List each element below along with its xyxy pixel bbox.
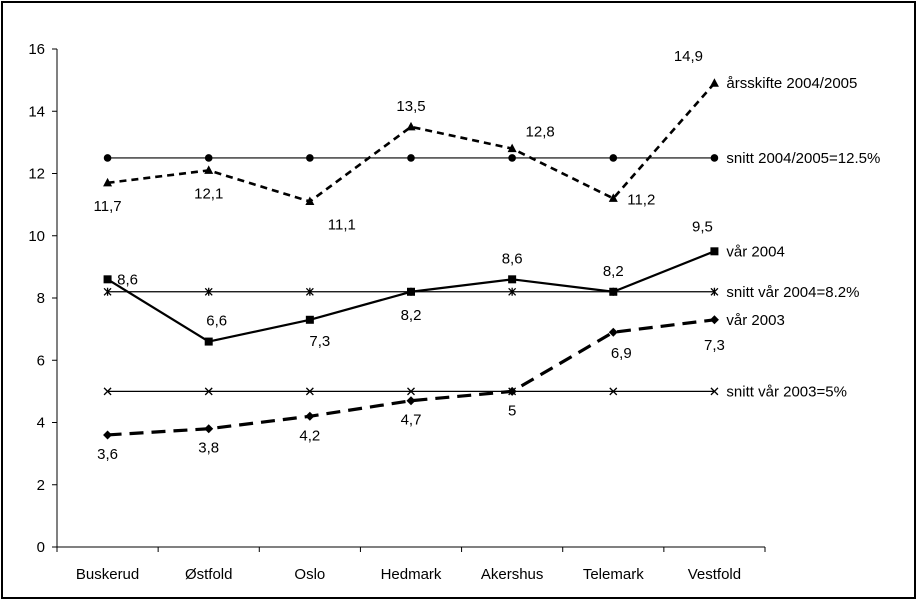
data-label: 4,7 — [401, 412, 422, 429]
data-point-marker — [710, 154, 719, 162]
series-name-label: årsskifte 2004/2005 — [726, 75, 857, 92]
x-tick-label: Vestfold — [688, 566, 741, 583]
data-point-marker — [407, 154, 415, 162]
data-label: 12,8 — [526, 124, 555, 141]
data-point-marker — [407, 387, 415, 396]
data-point-marker — [507, 143, 517, 153]
x-tick-label: Telemark — [583, 566, 644, 583]
data-point-marker — [305, 411, 315, 421]
data-point-marker — [103, 387, 112, 396]
data-point-marker — [103, 177, 113, 187]
series-name-label: vår 2003 — [726, 312, 784, 329]
data-point-marker — [103, 275, 112, 284]
data-point-marker — [407, 287, 415, 296]
x-tick-label: Østfold — [185, 566, 233, 583]
data-point-marker — [204, 387, 213, 396]
data-point-marker — [710, 387, 719, 396]
data-label: 4,2 — [299, 427, 320, 444]
x-tick-label: Hedmark — [381, 566, 442, 583]
y-tick-label: 14 — [28, 103, 45, 120]
y-tick-label: 12 — [28, 166, 45, 183]
series-name-label: snitt vår 2003=5% — [726, 383, 847, 400]
data-point-marker — [709, 315, 719, 325]
x-tick-label: Buskerud — [76, 566, 139, 583]
data-point-marker — [305, 287, 314, 296]
series-name-label: vår 2004 — [726, 243, 784, 260]
data-point-marker — [608, 327, 618, 337]
data-label: 8,2 — [603, 263, 624, 280]
data-labels-group: 11,7 12,1 11,1 13,5 12,8 11,2 14,9 årsskifte 20… — [94, 48, 881, 463]
data-point-marker — [508, 287, 517, 296]
series-group — [103, 78, 719, 440]
y-tick-label: 2 — [37, 477, 45, 494]
data-point-marker — [609, 387, 618, 396]
data-label: 3,8 — [198, 440, 219, 457]
data-point-marker — [103, 154, 112, 162]
y-tick-label: 6 — [37, 352, 45, 369]
y-tick-label: 0 — [37, 539, 45, 556]
data-point-marker — [709, 78, 719, 87]
data-label: 14,9 — [674, 48, 703, 65]
data-point-marker — [305, 387, 314, 396]
data-point-marker — [204, 287, 213, 296]
data-point-marker — [204, 154, 213, 162]
data-point-marker — [710, 287, 719, 296]
data-point-marker — [609, 154, 618, 162]
data-label: 6,9 — [611, 345, 632, 362]
data-point-marker — [508, 387, 517, 396]
data-point-marker — [103, 287, 112, 296]
data-label: 3,6 — [97, 446, 118, 463]
series-name-label: snitt 2004/2005=12.5% — [726, 150, 880, 167]
y-tick-label: 16 — [28, 41, 45, 58]
data-label: 8,6 — [117, 271, 138, 288]
data-point-marker — [608, 193, 618, 202]
data-point-marker — [406, 121, 416, 131]
y-tick-label: 4 — [37, 415, 45, 432]
data-point-marker — [406, 396, 416, 406]
data-label: 11,2 — [627, 191, 655, 208]
data-label: 11,7 — [94, 198, 122, 215]
series-name-label: snitt vår 2004=8.2% — [726, 284, 859, 301]
data-label: 6,6 — [206, 313, 227, 330]
data-label: 9,5 — [692, 218, 713, 235]
data-label: 7,3 — [309, 333, 330, 350]
axes: 0 2 4 6 8 10 12 14 16 Buskerud Østfold Oslo Hedmark A… — [28, 41, 766, 583]
data-label: 7,3 — [704, 337, 725, 354]
data-point-marker — [204, 337, 213, 346]
data-label: 12,1 — [194, 185, 223, 202]
y-tick-label: 8 — [37, 290, 45, 307]
data-label: 8,6 — [502, 250, 523, 267]
data-point-marker — [305, 315, 314, 324]
data-point-marker — [710, 247, 719, 256]
data-point-marker — [204, 424, 214, 434]
data-label: 8,2 — [401, 307, 422, 324]
data-point-marker — [609, 287, 618, 296]
data-point-marker — [508, 154, 516, 162]
data-point-marker — [305, 196, 315, 206]
y-tick-label: 10 — [28, 228, 45, 245]
data-label: 13,5 — [396, 98, 425, 115]
x-tick-label: Oslo — [294, 566, 325, 583]
data-point-marker — [103, 430, 113, 440]
data-label: 5 — [508, 402, 516, 419]
data-point-marker — [204, 165, 214, 174]
data-point-marker — [306, 154, 314, 162]
data-point-marker — [508, 275, 517, 284]
x-tick-label: Akershus — [481, 566, 544, 583]
data-label: 11,1 — [328, 217, 356, 234]
